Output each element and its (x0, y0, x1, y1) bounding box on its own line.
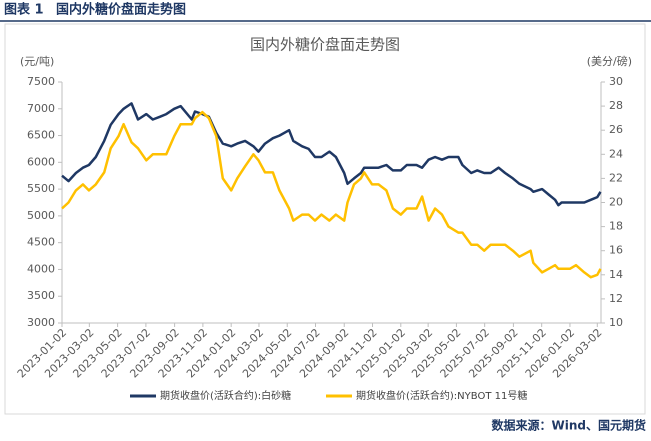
y-tick-label: 4500 (27, 236, 55, 249)
y2-tick-label: 12 (609, 292, 623, 305)
y2-tick-label: 30 (609, 75, 623, 88)
figure-label: 图表 1 (4, 2, 44, 18)
y2-tick-label: 22 (609, 171, 623, 184)
y2-tick-label: 18 (609, 220, 623, 233)
y-tick-label: 7500 (27, 75, 55, 88)
figure-title: 国内外糖价盘面走势图 (56, 2, 186, 18)
y-tick-label: 3000 (27, 316, 55, 329)
y2-tick-label: 26 (609, 123, 623, 136)
y-tick-label: 3500 (27, 289, 55, 302)
y-tick-label: 6500 (27, 129, 55, 142)
y2-tick-label: 10 (609, 316, 623, 329)
legend-label: 期货收盘价(活跃合约):NYBOT 11号糖 (356, 389, 527, 402)
series-line (61, 110, 602, 279)
y-tick-label: 6000 (27, 155, 55, 168)
y2-tick-label: 20 (609, 196, 623, 209)
y2-tick-label: 24 (609, 147, 623, 160)
y-tick-label: 5500 (27, 182, 55, 195)
y2-tick-label: 28 (609, 99, 623, 112)
y-tick-label: 7000 (27, 102, 55, 115)
y-tick-label: 5000 (27, 209, 55, 222)
series-line (61, 102, 602, 207)
chart-frame (4, 23, 646, 415)
chart-title: 国内外糖价盘面走势图 (250, 36, 400, 54)
y-unit: (元/吨) (20, 55, 54, 68)
y2-unit: (美分/磅) (587, 54, 632, 68)
legend-label: 期货收盘价(活跃合约):白砂糖 (160, 389, 291, 402)
source: 数据来源：Wind、国元期货 (492, 418, 646, 433)
y2-tick-label: 14 (609, 268, 623, 281)
y-tick-label: 4000 (27, 262, 55, 275)
y2-tick-label: 16 (609, 244, 623, 257)
